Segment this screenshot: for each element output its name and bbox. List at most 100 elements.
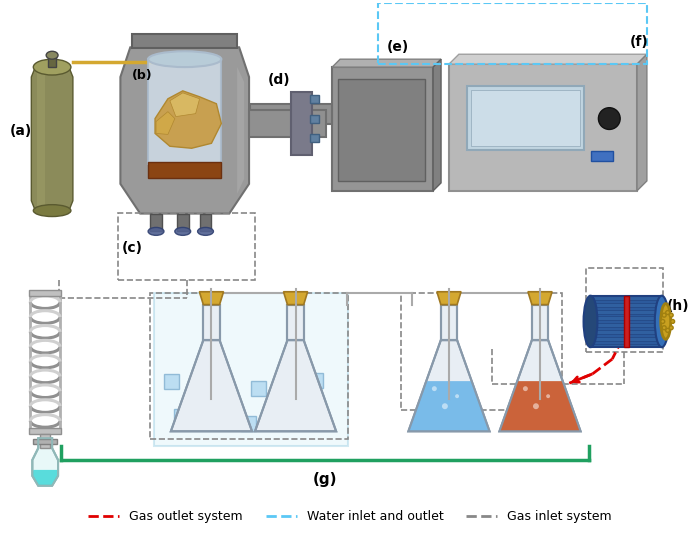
Polygon shape [32, 470, 58, 486]
Polygon shape [499, 381, 580, 431]
Bar [591, 341, 662, 344]
Bar [177, 214, 189, 231]
Ellipse shape [523, 386, 528, 391]
Ellipse shape [46, 51, 58, 59]
Bar [591, 296, 662, 347]
Bar [118, 213, 255, 280]
Bar [279, 397, 293, 411]
Bar [250, 104, 332, 124]
Polygon shape [449, 54, 647, 64]
Bar [585, 268, 663, 352]
Polygon shape [528, 292, 552, 304]
Polygon shape [437, 292, 461, 304]
Bar [378, 3, 647, 64]
Polygon shape [155, 91, 221, 148]
Bar [148, 162, 221, 178]
Bar [310, 114, 319, 122]
Bar [591, 335, 662, 337]
Bar [249, 110, 326, 137]
Polygon shape [408, 340, 489, 431]
Polygon shape [237, 67, 244, 194]
Bar [164, 374, 178, 389]
Bar [591, 300, 662, 303]
Text: (b): (b) [132, 69, 153, 82]
Bar [449, 64, 637, 191]
Polygon shape [120, 47, 249, 214]
Ellipse shape [34, 59, 71, 75]
Ellipse shape [666, 310, 670, 315]
Polygon shape [203, 304, 220, 340]
Bar [300, 411, 316, 426]
Bar [309, 373, 323, 388]
Ellipse shape [197, 228, 214, 235]
Bar [199, 214, 211, 231]
Bar [591, 314, 662, 316]
Text: (e): (e) [386, 40, 409, 54]
Polygon shape [532, 304, 548, 340]
Bar [48, 57, 56, 67]
Bar [148, 59, 221, 164]
Bar [221, 397, 236, 411]
Bar [150, 214, 162, 231]
Text: (g): (g) [313, 472, 337, 487]
Polygon shape [408, 381, 489, 431]
Bar [34, 439, 57, 444]
Polygon shape [433, 59, 441, 191]
Bar [624, 296, 629, 347]
Polygon shape [255, 340, 336, 431]
Bar [29, 290, 61, 296]
Ellipse shape [598, 108, 620, 129]
Polygon shape [199, 292, 223, 304]
Bar [290, 92, 312, 155]
Ellipse shape [455, 394, 459, 398]
Polygon shape [284, 292, 307, 304]
Bar [241, 417, 256, 431]
Bar [591, 321, 662, 323]
Polygon shape [37, 72, 46, 206]
Bar [592, 151, 613, 161]
Ellipse shape [533, 403, 539, 409]
Bar [154, 293, 348, 446]
Bar [251, 381, 266, 396]
Text: (d): (d) [267, 73, 290, 87]
Bar [470, 90, 580, 146]
Bar [174, 409, 189, 423]
Polygon shape [170, 93, 199, 117]
Bar [192, 387, 206, 402]
Polygon shape [288, 304, 304, 340]
Ellipse shape [148, 228, 164, 235]
Ellipse shape [666, 328, 670, 332]
Polygon shape [156, 112, 175, 134]
Ellipse shape [669, 326, 673, 330]
Text: (h): (h) [666, 299, 689, 313]
Bar [40, 434, 50, 448]
Polygon shape [332, 59, 441, 67]
Bar [310, 95, 319, 103]
Ellipse shape [432, 386, 437, 391]
Bar [310, 134, 319, 142]
Ellipse shape [662, 313, 666, 317]
Bar [150, 293, 348, 439]
Ellipse shape [662, 326, 666, 330]
Bar [338, 79, 425, 181]
Ellipse shape [175, 228, 190, 235]
Polygon shape [32, 438, 58, 486]
Ellipse shape [546, 394, 550, 398]
Bar [132, 34, 237, 48]
Polygon shape [171, 340, 252, 431]
Bar [591, 328, 662, 330]
Ellipse shape [669, 313, 673, 317]
Ellipse shape [148, 51, 221, 67]
Ellipse shape [584, 296, 597, 347]
Ellipse shape [661, 303, 671, 339]
Legend: Gas outlet system, Water inlet and outlet, Gas inlet system: Gas outlet system, Water inlet and outle… [83, 505, 617, 528]
Ellipse shape [442, 403, 448, 409]
Ellipse shape [654, 296, 668, 347]
Ellipse shape [671, 320, 675, 323]
Text: (a): (a) [9, 125, 32, 139]
Polygon shape [499, 340, 580, 431]
Text: (c): (c) [122, 241, 143, 255]
Ellipse shape [34, 205, 71, 216]
Bar [332, 67, 433, 191]
Bar [467, 86, 584, 150]
